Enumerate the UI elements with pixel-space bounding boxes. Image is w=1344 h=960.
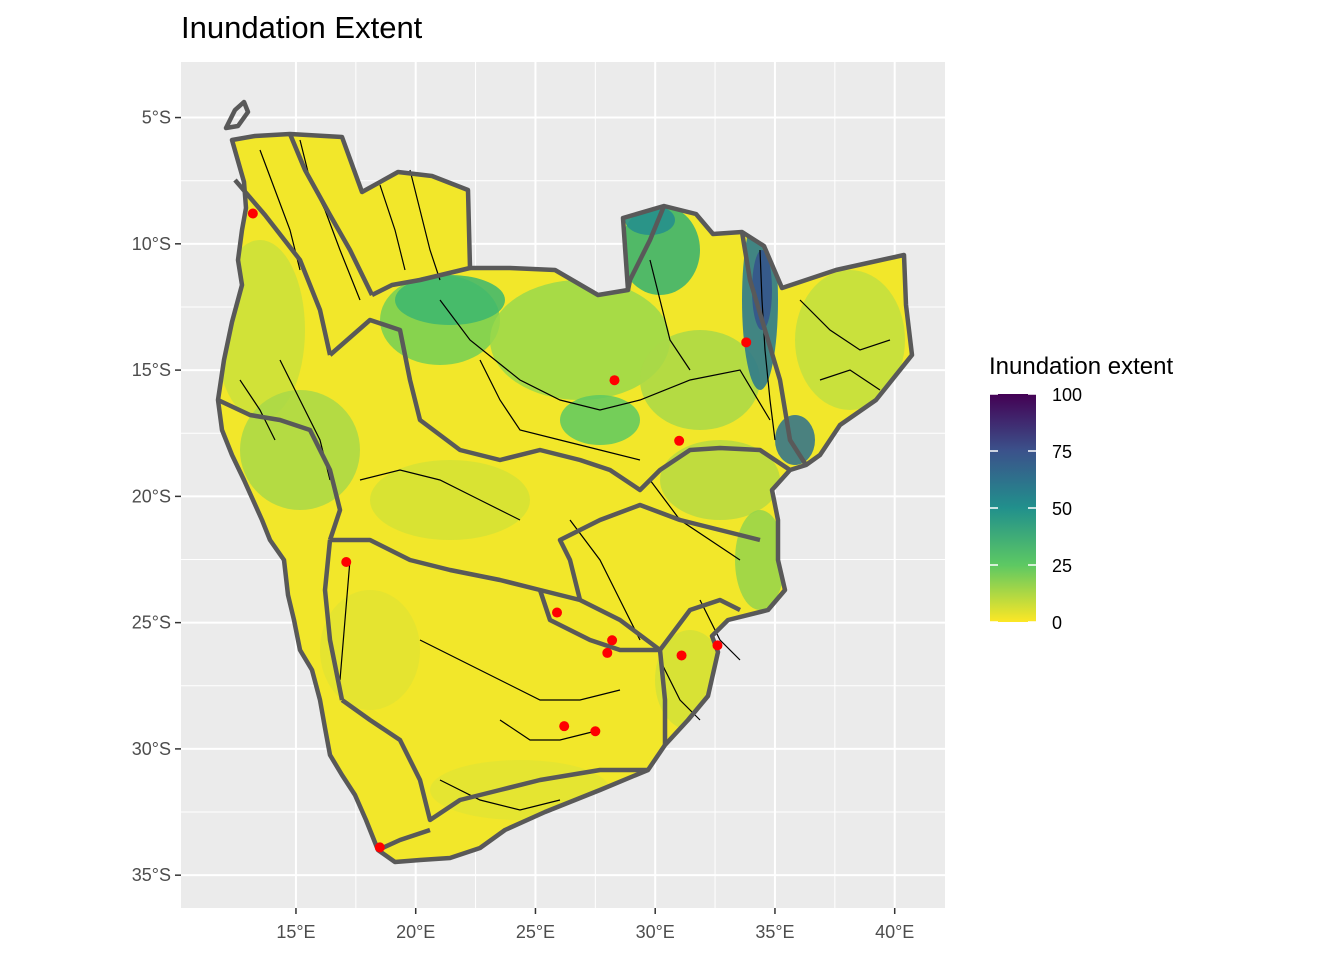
station-points	[247, 208, 752, 853]
x-tick-label: 25°E	[516, 922, 555, 942]
river-network	[239, 139, 891, 811]
y-tick-label: 35°S	[132, 865, 171, 885]
station-point	[712, 640, 723, 651]
station-point	[609, 375, 620, 386]
y-tick-label: 25°S	[132, 613, 171, 633]
station-point	[374, 842, 385, 853]
y-tick-label: 15°S	[132, 360, 171, 380]
station-point	[552, 607, 563, 618]
chart-title: Inundation Extent	[181, 10, 423, 45]
station-point	[341, 557, 352, 568]
legend-ticks: 100 75 50 25 0	[990, 385, 1082, 633]
legend-tick-label: 100	[1052, 385, 1082, 405]
legend-tick-label: 75	[1052, 442, 1072, 462]
x-tick-label: 30°E	[636, 922, 675, 942]
x-tick-label: 20°E	[396, 922, 435, 942]
station-point	[559, 721, 570, 732]
legend: Inundation extent 100 75 50 25 0	[989, 353, 1173, 633]
y-tick-label: 10°S	[132, 234, 171, 254]
basin-outlines	[215, 99, 915, 865]
station-point	[602, 647, 613, 658]
y-tick-label: 5°S	[142, 108, 171, 128]
x-tick-label: 15°E	[276, 922, 315, 942]
axes: 15°E 20°E 25°E 30°E 35°E 40°E 5°S 10°S 15°S 20°S 2…	[132, 108, 915, 942]
station-point	[676, 650, 687, 661]
station-point	[590, 726, 601, 737]
station-point	[674, 435, 685, 446]
legend-tick-label: 0	[1052, 613, 1062, 633]
station-point	[247, 208, 258, 219]
legend-tick-label: 50	[1052, 499, 1072, 519]
station-point	[741, 337, 752, 348]
station-point	[607, 635, 618, 646]
y-tick-label: 20°S	[132, 486, 171, 506]
legend-tick-label: 25	[1052, 556, 1072, 576]
y-tick-label: 30°S	[132, 739, 171, 759]
legend-title: Inundation extent	[989, 353, 1173, 380]
x-tick-label: 40°E	[875, 922, 914, 942]
x-tick-label: 35°E	[755, 922, 794, 942]
